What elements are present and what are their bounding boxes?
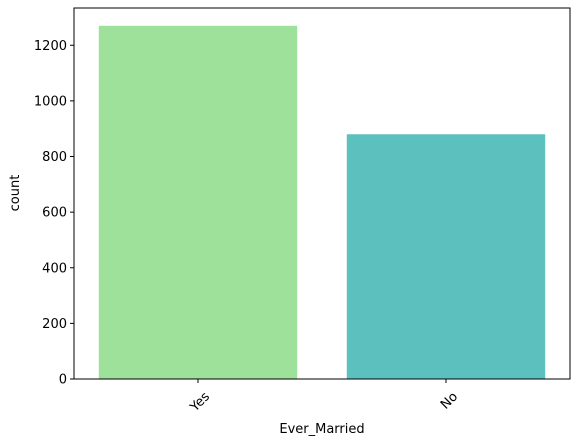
x-tick-label: No	[438, 389, 461, 412]
y-tick-label: 200	[42, 317, 67, 332]
y-tick-label: 600	[42, 206, 67, 221]
y-axis-title: count	[8, 175, 23, 212]
y-tick-label: 400	[42, 261, 67, 276]
x-axis-title: Ever_Married	[279, 422, 364, 437]
bars-group	[98, 25, 546, 379]
y-tick-label: 800	[42, 150, 67, 165]
y-tick-label: 1000	[34, 94, 67, 109]
bar-no	[346, 134, 546, 379]
x-tick-label: Yes	[187, 389, 213, 415]
y-axis: 0 200 400 600 800 1000 1200	[34, 39, 74, 388]
y-tick-label: 0	[59, 373, 67, 388]
x-axis: Yes No	[187, 379, 461, 416]
bar-yes	[98, 25, 298, 379]
y-tick-label: 1200	[34, 39, 67, 54]
plot-frame	[73, 7, 571, 380]
